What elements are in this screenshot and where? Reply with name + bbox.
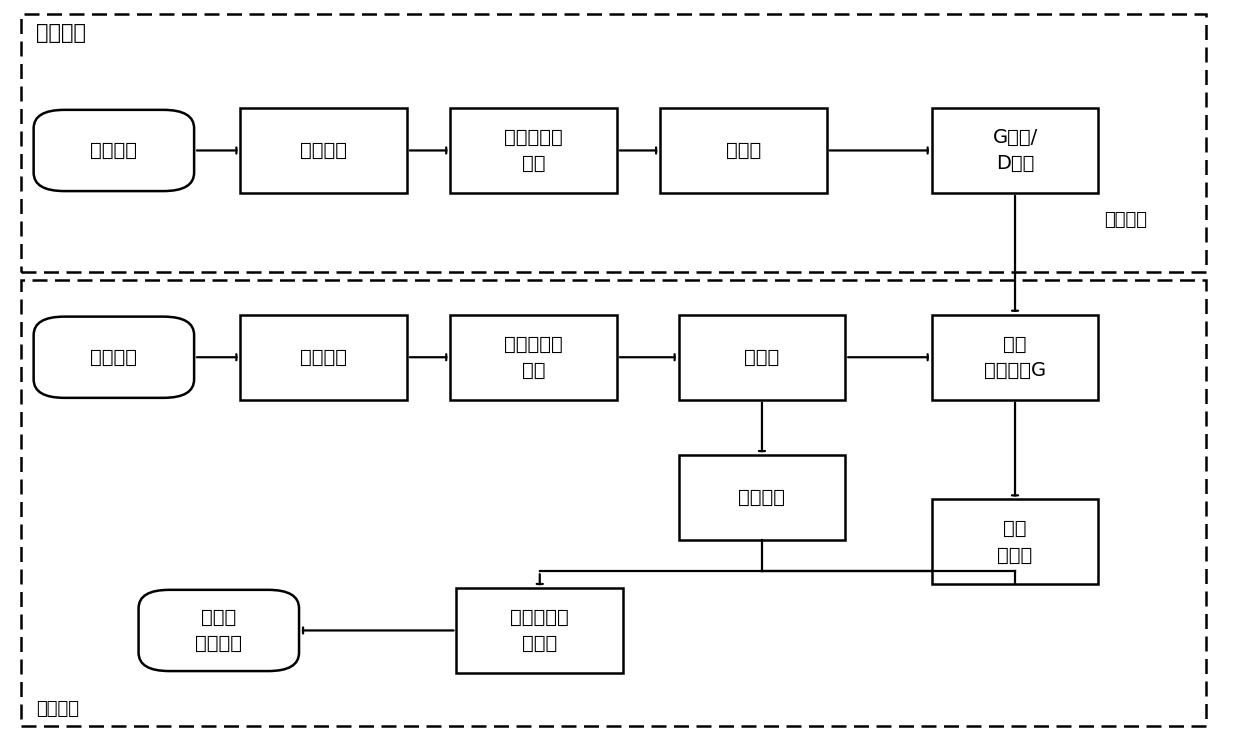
Text: 最优
生成网络G: 最优 生成网络G — [985, 335, 1047, 380]
FancyBboxPatch shape — [139, 590, 299, 671]
FancyBboxPatch shape — [931, 108, 1099, 193]
FancyBboxPatch shape — [660, 108, 827, 193]
Text: 测试语音: 测试语音 — [91, 347, 138, 367]
Text: 相位信息: 相位信息 — [739, 488, 785, 507]
FancyBboxPatch shape — [931, 315, 1099, 400]
Bar — [21, 14, 1207, 272]
Text: 增强后
时域语音: 增强后 时域语音 — [196, 608, 242, 653]
FancyBboxPatch shape — [678, 315, 846, 400]
FancyBboxPatch shape — [33, 110, 195, 191]
FancyBboxPatch shape — [241, 108, 407, 193]
Bar — [21, 280, 1207, 726]
Text: 语谱图: 语谱图 — [725, 141, 761, 160]
Text: 增强
语谱图: 增强 语谱图 — [997, 519, 1033, 565]
Text: 分帧加窗: 分帧加窗 — [300, 141, 347, 160]
Text: 测试部分: 测试部分 — [36, 699, 79, 718]
Text: 语谱图: 语谱图 — [744, 347, 780, 367]
Text: 训练完成: 训练完成 — [1105, 211, 1147, 229]
Text: 短时傅里叶
变换: 短时傅里叶 变换 — [505, 335, 563, 380]
Text: G网络/
D网络: G网络/ D网络 — [992, 128, 1038, 173]
FancyBboxPatch shape — [456, 588, 622, 673]
Text: 短时傅里叶
变换: 短时傅里叶 变换 — [505, 128, 563, 173]
FancyBboxPatch shape — [241, 315, 407, 400]
Text: 训练部分: 训练部分 — [36, 23, 86, 42]
FancyBboxPatch shape — [33, 317, 195, 398]
FancyBboxPatch shape — [931, 499, 1099, 584]
FancyBboxPatch shape — [450, 108, 618, 193]
Text: 训练语音: 训练语音 — [91, 141, 138, 160]
FancyBboxPatch shape — [450, 315, 618, 400]
FancyBboxPatch shape — [678, 455, 846, 540]
Text: 分帧加窗: 分帧加窗 — [300, 347, 347, 367]
Text: 短时逆傅里
叶变换: 短时逆傅里 叶变换 — [511, 608, 569, 653]
